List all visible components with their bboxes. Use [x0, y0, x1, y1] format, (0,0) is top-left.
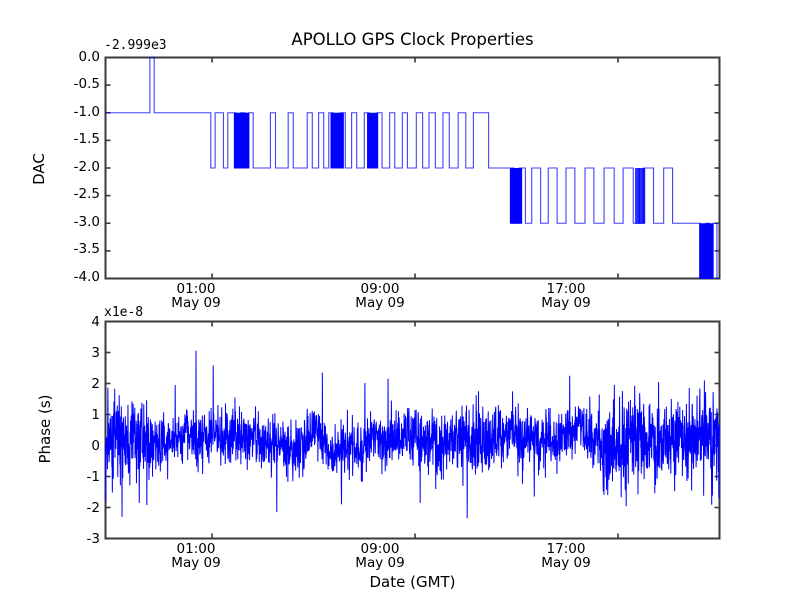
dac-burst-line — [700, 223, 713, 278]
dac-step-line — [106, 58, 720, 279]
phase-noise-line — [106, 351, 720, 518]
dac-burst-line — [234, 113, 248, 168]
dac-burst-line — [636, 168, 645, 223]
dac-burst-line — [331, 113, 343, 168]
dac-burst-line — [368, 113, 378, 168]
figure-canvas: APOLLO GPS Clock Properties -2.999e3 DAC… — [0, 0, 800, 600]
dac-burst-line — [510, 168, 521, 223]
dac-trace — [106, 58, 720, 279]
plot-svg — [0, 0, 800, 600]
phase-trace — [106, 351, 720, 518]
